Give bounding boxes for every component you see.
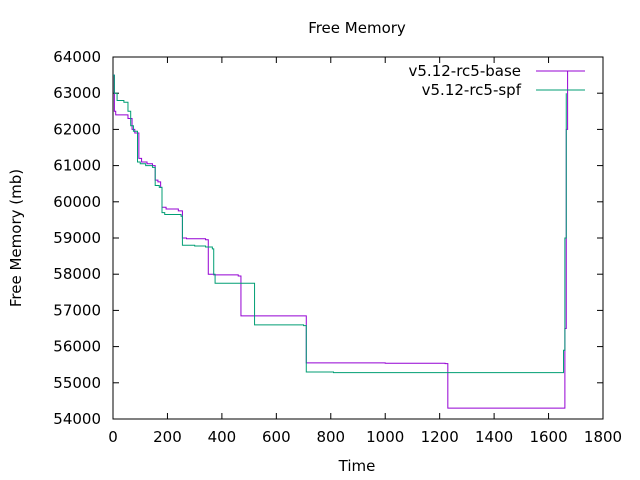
y-tick-label: 59000 [53,229,101,247]
y-tick-label: 60000 [53,193,101,211]
y-tick-label: 61000 [53,157,101,175]
y-tick-label: 55000 [53,374,101,392]
y-tick-label: 64000 [53,48,101,66]
x-tick-label: 1000 [366,428,404,446]
chart-title: Free Memory [308,19,406,37]
x-tick-label: 1600 [529,428,567,446]
y-tick-label: 57000 [53,301,101,319]
axis-ticks: 0 200 400 600 800 1000 1200 1400 1600 1800 54000 55… [53,48,622,446]
x-tick-label: 1800 [584,428,622,446]
y-axis-title: Free Memory (mb) [7,169,25,307]
legend-label-spf: v5.12-rc5-spf [422,81,522,99]
series-lines [113,71,569,409]
y-tick-label: 56000 [53,338,101,356]
x-tick-label: 1400 [475,428,513,446]
x-tick-label: 600 [262,428,291,446]
y-tick-label: 58000 [53,265,101,283]
y-tick-label: 63000 [53,84,101,102]
x-tick-label: 400 [208,428,237,446]
series-line-base [113,71,569,409]
x-tick-label: 800 [316,428,345,446]
x-tick-label: 200 [153,428,182,446]
y-tick-label: 54000 [53,410,101,428]
legend-label-base: v5.12-rc5-base [409,62,522,80]
y-tick-label: 62000 [53,120,101,138]
series-line-spf [113,74,567,374]
x-axis-title: Time [338,457,376,475]
x-tick-label: 1200 [421,428,459,446]
x-tick-label: 0 [108,428,118,446]
